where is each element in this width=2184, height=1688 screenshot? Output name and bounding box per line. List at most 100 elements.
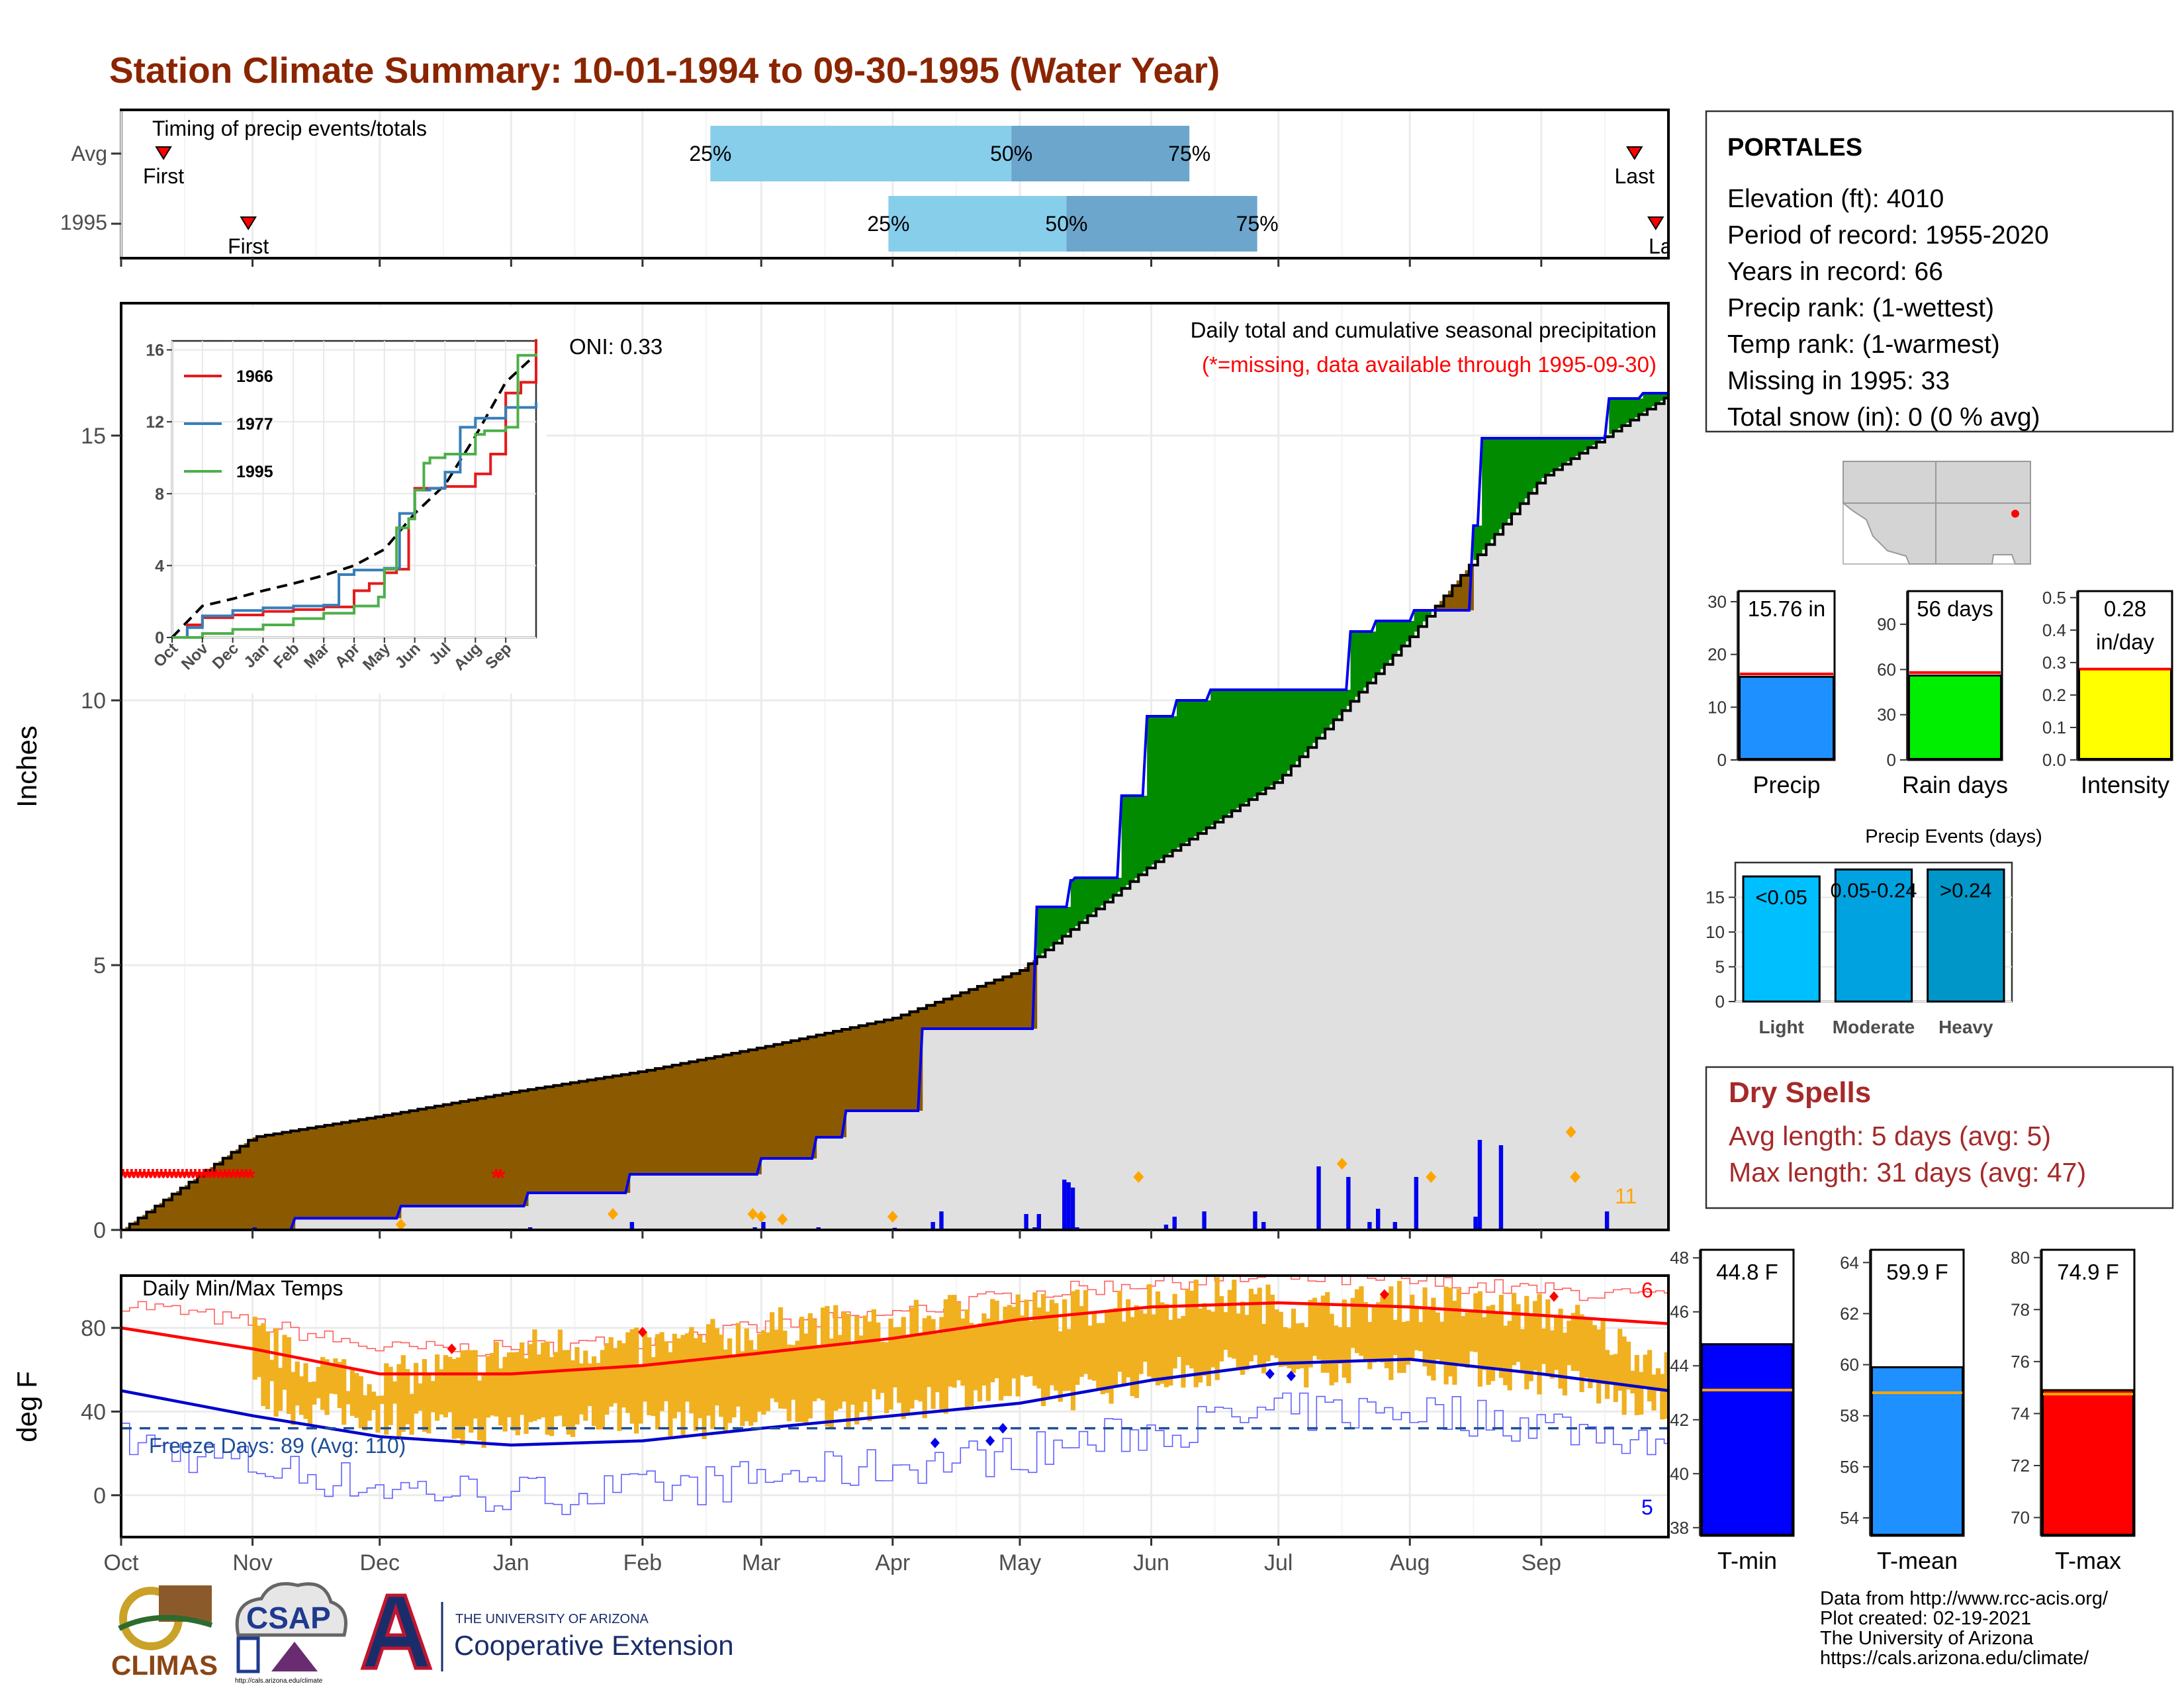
daily-precip-bar xyxy=(1253,1211,1257,1230)
inset-series-line-1995 xyxy=(172,353,537,639)
daily-temp-bar xyxy=(485,1356,491,1418)
climas-logo-swoosh xyxy=(118,1615,213,1631)
daily-temp-bar xyxy=(719,1335,724,1417)
daily-temp-bar xyxy=(668,1352,673,1436)
daily-temp-bar xyxy=(1384,1292,1390,1368)
avg-min-temp-line xyxy=(121,1358,1668,1447)
daily-temp-bar xyxy=(1100,1323,1105,1395)
comparison-y-tick-label: 0 xyxy=(1717,750,1727,770)
station-temp-rank: Temp rank: (1-warmest) xyxy=(1727,330,2000,359)
daily-temp-bar xyxy=(829,1338,834,1428)
daily-temp-bar xyxy=(566,1350,571,1435)
daily-temp-bar xyxy=(1397,1281,1402,1374)
daily-temp-bar xyxy=(1486,1306,1491,1385)
first-event-label: First xyxy=(143,164,184,188)
events-y-tick-label: 0 xyxy=(1715,992,1725,1011)
daily-temp-bar xyxy=(1469,1309,1475,1352)
avg-max-temp-line xyxy=(121,1301,1668,1376)
daily-temp-bar xyxy=(456,1357,461,1438)
daily-temp-bar xyxy=(358,1376,363,1429)
daily-temp-bar xyxy=(1160,1302,1165,1384)
daily-temp-bar xyxy=(1214,1277,1220,1380)
daily-temp-bar xyxy=(807,1313,813,1419)
daily-temp-bar xyxy=(1371,1304,1377,1363)
events-bar-label: <0.05 xyxy=(1755,886,1807,909)
daily-temp-bar xyxy=(1032,1292,1038,1386)
daily-temp-bar xyxy=(702,1342,707,1439)
daily-temp-bar xyxy=(1269,1294,1275,1356)
daily-temp-bar xyxy=(833,1305,839,1411)
daily-temp-bar xyxy=(426,1373,432,1434)
daily-temp-bar xyxy=(273,1328,279,1417)
daily-temp-bar xyxy=(1600,1319,1606,1384)
daily-temp-bar xyxy=(1320,1295,1326,1373)
daily-temp-bar xyxy=(1354,1289,1360,1354)
daily-temp-bar xyxy=(1422,1287,1428,1367)
temp-y-tick-label: 80 xyxy=(81,1316,106,1341)
missing-day-marker: * xyxy=(177,1164,187,1192)
daily-temp-bar xyxy=(1278,1311,1283,1367)
daily-temp-bar xyxy=(435,1354,440,1421)
events-bar-label: 0.05-0.24 xyxy=(1831,879,1917,902)
comparison-bar xyxy=(1871,1366,1964,1536)
daily-temp-bar xyxy=(1329,1313,1334,1385)
daily-temp-bar xyxy=(1202,1303,1207,1376)
events-category-label: Light xyxy=(1758,1017,1803,1037)
missing-day-marker: * xyxy=(161,1164,171,1192)
timing-row-1995-label: 1995 xyxy=(60,211,107,234)
temperature-panel-label: Daily Min/Max Temps xyxy=(142,1276,343,1300)
daily-temp-bar xyxy=(922,1318,927,1419)
above-average-area xyxy=(1036,393,1668,957)
daily-temp-bar xyxy=(892,1327,898,1387)
comparison-value-label: 59.9 F xyxy=(1886,1260,1948,1284)
daily-temp-bar xyxy=(1575,1305,1580,1372)
daily-temp-bar xyxy=(295,1361,300,1406)
daily-temp-bar xyxy=(1091,1312,1097,1381)
inset-legend-label: 1977 xyxy=(236,415,273,434)
daily-temp-bar xyxy=(1545,1299,1551,1374)
daily-temp-bar xyxy=(477,1380,482,1441)
comparison-y-tick-label: 76 xyxy=(2011,1352,2030,1372)
missing-day-marker: * xyxy=(122,1164,132,1192)
daily-temp-bar xyxy=(1219,1295,1224,1362)
station-info-box: PORTALES Elevation (ft): 4010 Period of … xyxy=(1705,110,2174,433)
precip-event-marker xyxy=(747,1208,758,1220)
daily-temp-bar xyxy=(1516,1304,1521,1362)
record-high-marker xyxy=(1549,1291,1559,1302)
timing-p50-label: 50% xyxy=(1045,212,1087,236)
missing-day-marker: * xyxy=(491,1164,501,1192)
daily-temp-bar xyxy=(596,1362,601,1430)
daily-temp-bar xyxy=(651,1357,656,1417)
daily-temp-bar xyxy=(803,1333,809,1425)
daily-temp-bar xyxy=(1185,1289,1190,1366)
daily-temp-bar xyxy=(952,1295,957,1388)
daily-temp-bar xyxy=(1316,1303,1322,1360)
daily-temp-bar xyxy=(574,1347,580,1425)
daily-temp-bar xyxy=(1126,1299,1131,1378)
temp-y-tick-label: 0 xyxy=(93,1483,106,1509)
daily-temp-bar xyxy=(1452,1301,1457,1385)
comparison-value-label: 56 days xyxy=(1917,596,1993,621)
missing-day-marker: * xyxy=(237,1164,247,1192)
daily-temp-bar xyxy=(1045,1311,1050,1397)
daily-temp-bar xyxy=(1431,1297,1436,1381)
record-high-marker xyxy=(637,1327,647,1338)
daily-temp-bar xyxy=(1647,1350,1653,1402)
daily-temp-bar xyxy=(1549,1330,1555,1379)
state-borders xyxy=(1843,461,2030,564)
precip-events-title: Precip Events (days) xyxy=(1865,826,2042,847)
daily-temp-bar xyxy=(1520,1329,1525,1371)
daily-temp-bar xyxy=(400,1355,406,1432)
comparison-y-tick-label: 74 xyxy=(2011,1403,2030,1423)
daily-temp-bar xyxy=(731,1354,737,1418)
daily-temp-bar xyxy=(642,1332,648,1402)
daily-temp-bar xyxy=(1664,1352,1668,1419)
daily-temp-bar xyxy=(909,1307,915,1409)
daily-temp-bar xyxy=(1138,1310,1144,1374)
daily-temp-bar xyxy=(1312,1297,1318,1356)
comparison-category-label: T-mean xyxy=(1877,1547,1958,1574)
daily-temp-bar xyxy=(1117,1290,1122,1372)
below-average-area xyxy=(125,436,1610,1230)
comparison-bar xyxy=(1701,1343,1794,1536)
daily-temp-bar xyxy=(765,1332,770,1411)
